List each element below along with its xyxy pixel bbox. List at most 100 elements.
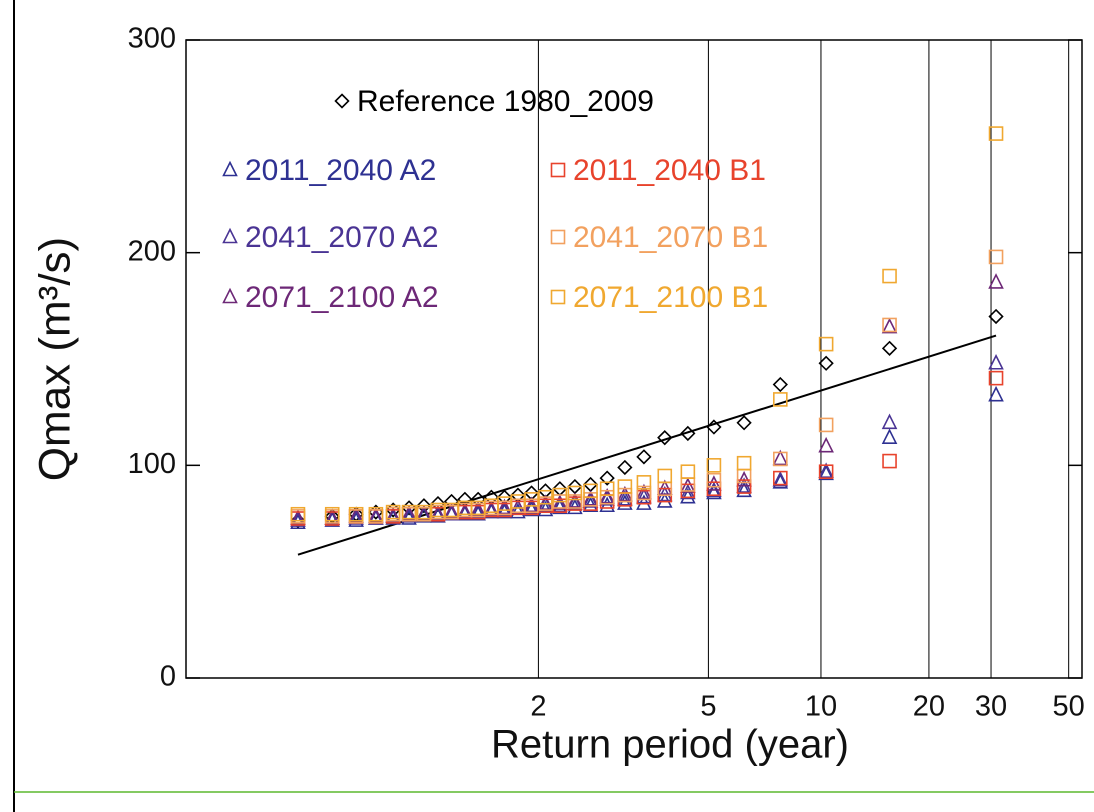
marker-triangle (401, 507, 417, 523)
marker-square (348, 506, 364, 522)
marker-triangle (348, 507, 364, 523)
marker-triangle (881, 317, 898, 334)
legend-marker (222, 227, 238, 244)
marker-triangle (881, 413, 898, 430)
marker-square (401, 504, 417, 520)
marker-square (706, 481, 722, 497)
marker-triangle (523, 498, 540, 515)
marker-triangle (582, 492, 599, 508)
marker-diamond (818, 355, 834, 371)
legend-label: 2071_2100 A2 (245, 281, 439, 314)
marker-square (583, 492, 598, 507)
legend-marker (550, 229, 566, 245)
marker-diamond (881, 340, 898, 356)
marker-diamond (636, 449, 652, 465)
marker-triangle (510, 502, 526, 519)
legend-marker (222, 160, 238, 177)
marker-triangle (617, 490, 633, 506)
x-tick-label: 20 (913, 691, 945, 723)
legend-marker (334, 93, 350, 109)
marker-square (988, 370, 1004, 386)
marker-triangle (416, 504, 432, 521)
marker-diamond (988, 308, 1004, 325)
y-tick-label: 100 (128, 448, 176, 480)
marker-triangle (348, 509, 364, 525)
marker-square (773, 470, 788, 486)
marker-triangle (772, 473, 789, 489)
marker-square (636, 475, 652, 490)
legend-label: 2011_2040 A2 (245, 154, 436, 187)
marker-square (552, 487, 568, 503)
legend-label: Reference 1980_2009 (357, 85, 654, 118)
x-tick-label: 10 (805, 691, 837, 723)
marker-square (818, 464, 834, 480)
marker-triangle (496, 502, 513, 519)
marker-triangle (537, 494, 554, 510)
marker-triangle (582, 490, 599, 506)
marker-diamond (599, 470, 615, 486)
marker-triangle (290, 511, 306, 527)
marker-triangle (617, 485, 633, 502)
marker-square (882, 268, 897, 284)
marker-square (617, 479, 633, 494)
marker-triangle (523, 500, 540, 517)
marker-square (368, 506, 384, 522)
marker-square (680, 464, 696, 480)
marker-triangle (457, 504, 473, 521)
x-tick-label: 30 (975, 691, 1007, 723)
marker-triangle (324, 509, 341, 525)
x-axis-label: Return period (year) (491, 723, 849, 767)
marker-triangle (483, 502, 500, 519)
marker-triangle (599, 487, 615, 504)
marker-triangle (706, 483, 722, 500)
x-tick-label: 2 (530, 691, 546, 723)
y-tick-label: 300 (128, 23, 176, 55)
marker-square (290, 506, 306, 522)
legend-label: 2041_2070 B1 (573, 221, 768, 254)
marker-square (882, 453, 897, 469)
marker-triangle (510, 498, 526, 515)
marker-diamond (736, 415, 752, 431)
legend-marker (550, 162, 566, 178)
marker-square (736, 455, 752, 471)
marker-triangle (470, 504, 486, 521)
marker-square (599, 481, 615, 497)
marker-square (385, 504, 401, 520)
marker-triangle (324, 511, 341, 527)
y-axis-label: Qmax (m³/s) (31, 237, 80, 481)
marker-triangle (290, 509, 306, 525)
plot-frame (185, 39, 1083, 679)
marker-square (706, 458, 722, 473)
y-tick-label: 0 (160, 661, 176, 693)
marker-square (818, 336, 834, 352)
marker-square (567, 485, 583, 501)
marker-diamond (657, 430, 673, 446)
marker-triangle (523, 496, 540, 513)
marker-triangle (385, 509, 401, 525)
marker-triangle (430, 504, 446, 521)
marker-triangle (680, 477, 696, 493)
marker-square (617, 487, 633, 503)
marker-square (988, 126, 1004, 141)
marker-diamond (416, 498, 432, 514)
marker-triangle (483, 500, 500, 517)
marker-triangle (496, 498, 513, 515)
marker-triangle (988, 385, 1004, 402)
marker-square (599, 489, 615, 505)
marker-triangle (988, 353, 1004, 370)
marker-square (988, 249, 1004, 265)
marker-square (430, 502, 446, 518)
marker-triangle (772, 449, 789, 466)
marker-triangle (368, 509, 384, 525)
marker-triangle (818, 464, 834, 481)
marker-diamond (706, 419, 722, 435)
marker-square (657, 468, 673, 484)
marker-triangle (430, 507, 446, 523)
marker-triangle (567, 494, 583, 510)
marker-triangle (552, 494, 568, 510)
marker-diamond (617, 459, 633, 476)
marker-square (636, 485, 652, 501)
marker-triangle (401, 509, 417, 525)
marker-diamond (772, 376, 788, 393)
